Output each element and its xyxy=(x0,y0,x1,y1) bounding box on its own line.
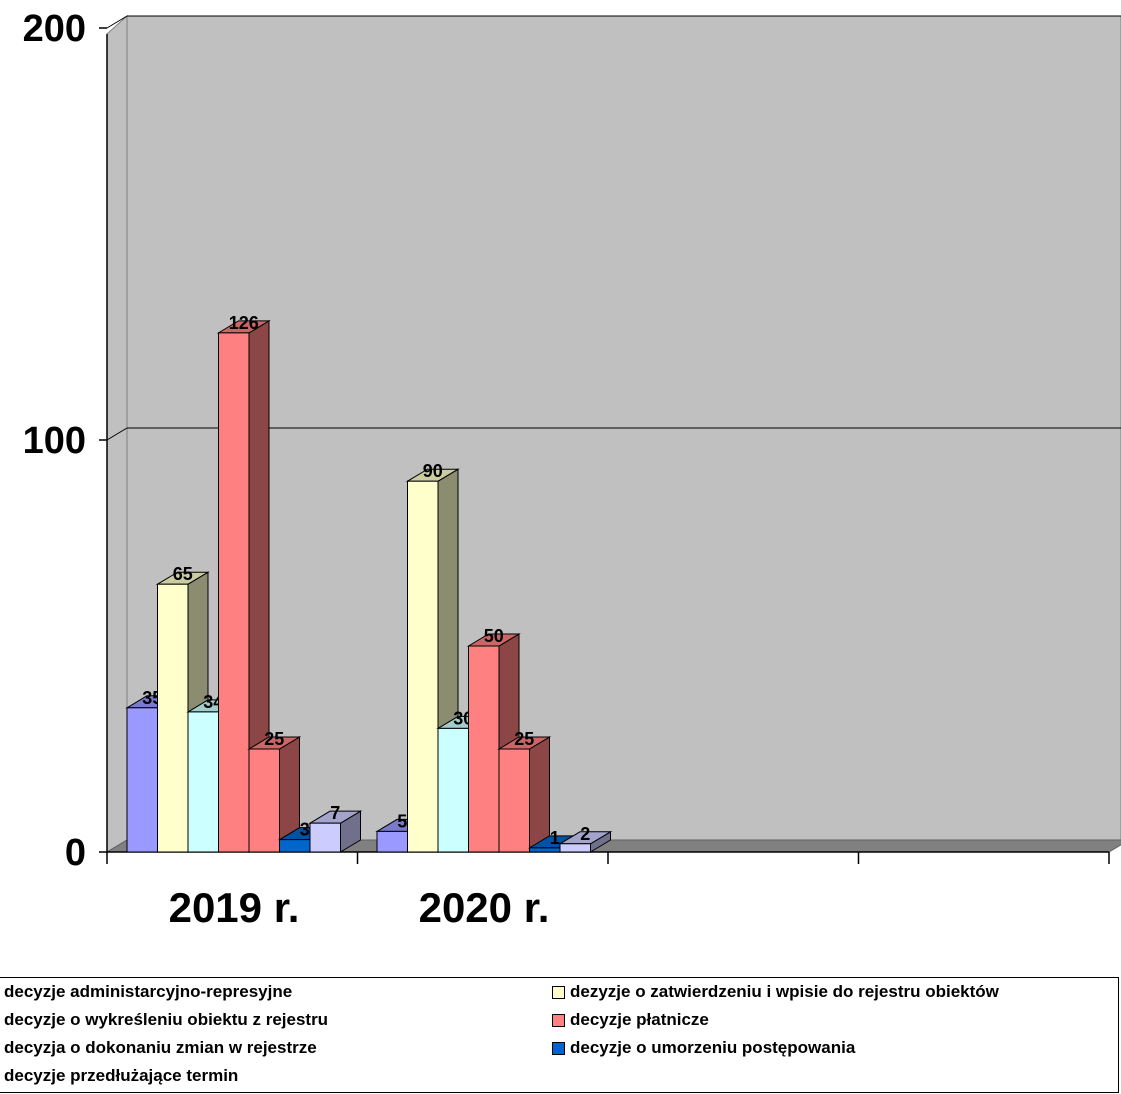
category-label: 2019 r. xyxy=(169,884,300,931)
gridline xyxy=(106,15,128,29)
bar-front xyxy=(309,822,341,853)
bar-front xyxy=(468,645,500,853)
bar xyxy=(405,468,460,853)
bar xyxy=(247,736,302,853)
bar-front xyxy=(126,707,158,853)
legend: decyzje administarcyjno-represyjne dezyzj… xyxy=(0,977,1119,1093)
data-label: 2 xyxy=(580,824,590,844)
bar-front xyxy=(157,583,189,853)
legend-item: decyzje płatnicze xyxy=(552,1010,709,1030)
legend-label: decyzje płatnicze xyxy=(570,1010,709,1029)
legend-swatch xyxy=(552,1041,565,1055)
legend-label: decyzje o wykreśleniu obiektu z rejestru xyxy=(4,1010,329,1029)
bar-front xyxy=(407,480,439,853)
bar xyxy=(558,830,613,853)
bar xyxy=(216,319,271,853)
data-label: 3 xyxy=(300,820,310,840)
bar-front xyxy=(279,839,311,853)
legend-item: decyzje o umorzeniu postępowania xyxy=(552,1038,855,1058)
data-label: 50 xyxy=(484,626,504,646)
legend-label: decyzje administarcyjno-represyjne xyxy=(4,982,293,1001)
data-label: 25 xyxy=(264,729,284,749)
bar-front xyxy=(187,711,219,853)
bar-front xyxy=(529,847,561,853)
bar xyxy=(308,810,363,853)
bar-side xyxy=(529,736,550,853)
legend-swatch xyxy=(552,985,565,999)
legend-label: decyzje przedłużające termin xyxy=(4,1066,239,1085)
bar-front xyxy=(498,748,530,853)
legend-label: dezyzje o zatwierdzeniu i wpisie do reje… xyxy=(570,982,999,1001)
data-label: 90 xyxy=(423,461,443,481)
bar-front xyxy=(437,727,469,853)
legend-item: dezyzje o zatwierdzeniu i wpisie do reje… xyxy=(552,982,999,1002)
y-tick-label: 0 xyxy=(65,832,86,874)
gridline xyxy=(106,427,128,441)
legend-item: decyzja o dokonaniu zmian w rejestrze xyxy=(4,1038,317,1058)
data-label: 65 xyxy=(173,564,193,584)
bar-front xyxy=(559,843,591,853)
bar-front xyxy=(376,830,408,853)
y-tick-label: 200 xyxy=(23,8,86,50)
legend-swatch xyxy=(552,1013,565,1027)
legend-label: decyzja o dokonaniu zmian w rejestrze xyxy=(4,1038,317,1057)
y-tick-label: 100 xyxy=(23,420,86,462)
legend-item: decyzje o wykreśleniu obiektu z rejestru xyxy=(4,1010,328,1030)
category-label: 2020 r. xyxy=(419,884,550,931)
legend-label: decyzje o umorzeniu postępowania xyxy=(570,1038,856,1057)
legend-item: decyzje administarcyjno-represyjne xyxy=(4,982,292,1002)
bar-front xyxy=(218,332,250,853)
bar xyxy=(497,736,552,853)
legend-item: decyzje przedłużające termin xyxy=(4,1066,238,1086)
data-label: 5 xyxy=(397,811,407,831)
bar-front xyxy=(248,748,280,853)
data-label: 7 xyxy=(330,803,340,823)
data-label: 25 xyxy=(514,729,534,749)
data-label: 1 xyxy=(550,828,560,848)
data-label: 126 xyxy=(229,313,259,333)
